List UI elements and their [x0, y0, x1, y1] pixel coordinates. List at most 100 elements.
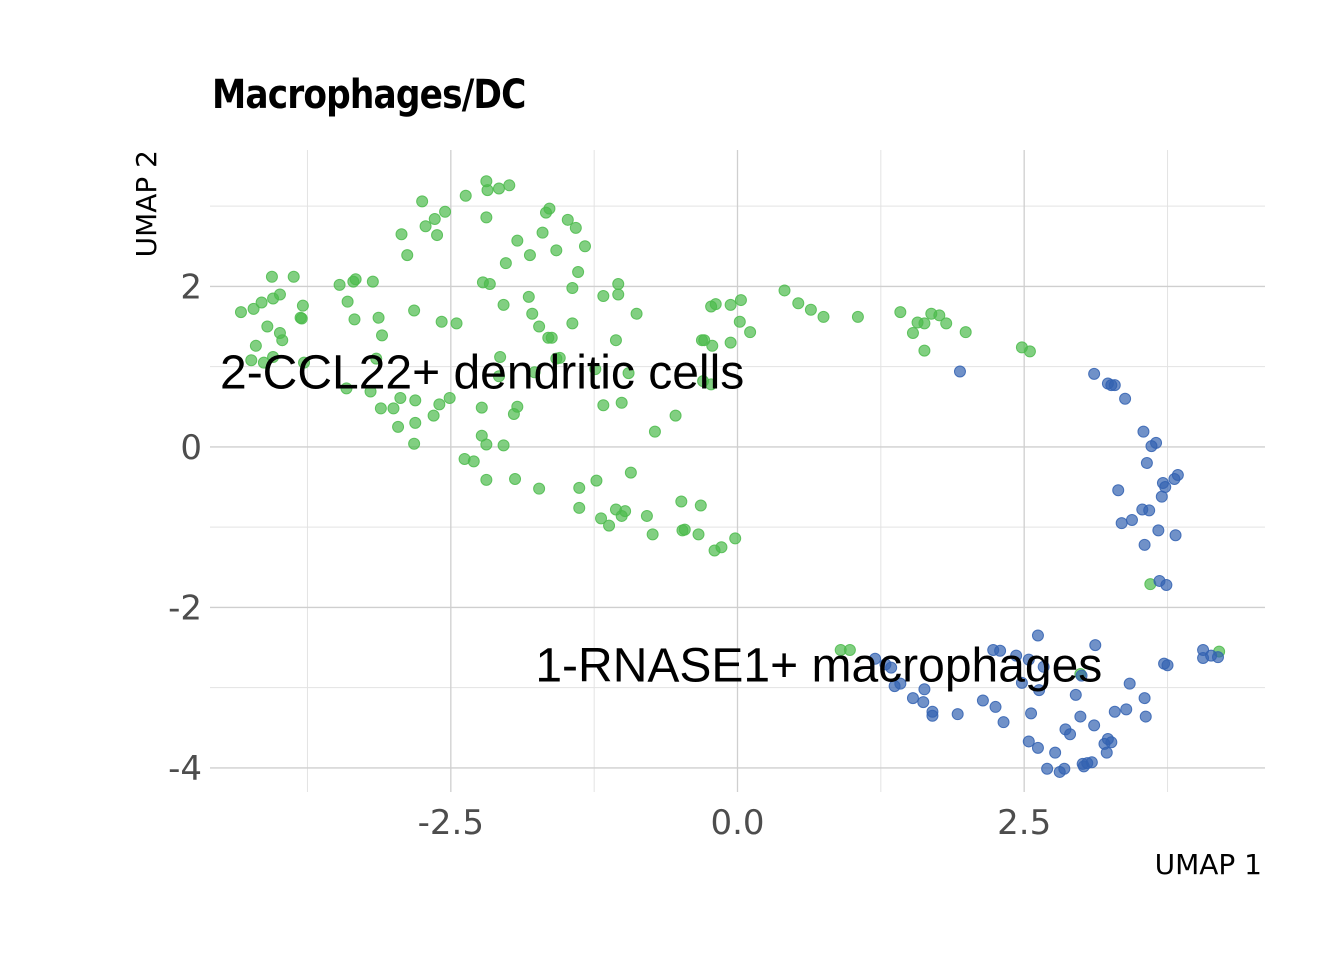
data-point: [507, 408, 520, 421]
data-point: [492, 182, 505, 195]
data-point: [804, 303, 817, 316]
data-point: [1058, 762, 1071, 775]
data-point: [523, 249, 536, 262]
data-point: [376, 329, 389, 342]
data-points: [234, 175, 1226, 778]
y-tick-label: -2: [168, 588, 202, 628]
data-point: [428, 213, 441, 226]
data-point: [234, 306, 247, 319]
data-point: [273, 288, 286, 301]
data-point: [374, 402, 387, 415]
data-point: [1074, 710, 1087, 723]
x-tick-label: -2.5: [418, 803, 484, 843]
y-tick-label: 2: [180, 267, 202, 307]
tick-labels: -2.5 0.0 2.5 -4 -2 0 2: [168, 267, 1051, 843]
data-point: [917, 696, 930, 709]
data-point: [595, 512, 608, 525]
data-point: [669, 409, 682, 422]
data-point: [1138, 538, 1151, 551]
data-point: [630, 307, 643, 320]
data-point: [255, 296, 268, 309]
data-point: [533, 482, 546, 495]
data-point: [1115, 517, 1128, 530]
y-tick-label: 0: [180, 428, 202, 468]
data-point: [578, 240, 591, 253]
data-point: [906, 326, 919, 339]
data-point: [894, 306, 907, 319]
data-point: [569, 221, 582, 234]
data-point: [483, 278, 496, 291]
data-point: [933, 309, 946, 322]
data-point: [734, 294, 747, 307]
data-point: [573, 501, 586, 514]
data-point: [298, 356, 311, 369]
data-point: [778, 284, 791, 297]
data-point: [276, 334, 289, 347]
data-point: [267, 351, 280, 364]
data-point: [989, 700, 1002, 713]
data-point: [480, 211, 493, 224]
data-point: [450, 317, 463, 330]
data-point: [676, 524, 689, 537]
data-point: [843, 643, 856, 656]
data-point: [475, 401, 488, 414]
cluster-annotations: 2-CCL22+ dendritic cells 1-RNASE1+ macrop…: [220, 347, 1102, 693]
data-point: [792, 297, 805, 310]
data-point: [543, 202, 556, 215]
data-point: [394, 391, 407, 404]
data-point: [533, 320, 546, 333]
data-point: [1119, 392, 1132, 405]
data-point: [1022, 653, 1035, 666]
data-point: [481, 184, 494, 197]
data-point: [615, 396, 628, 409]
data-point: [817, 310, 830, 323]
data-point: [1211, 651, 1224, 664]
data-point: [709, 298, 722, 311]
data-point: [499, 257, 512, 270]
data-point: [392, 420, 405, 433]
data-point: [1059, 723, 1072, 736]
data-point: [245, 354, 258, 367]
data-point: [528, 366, 541, 379]
data-point: [409, 394, 422, 407]
data-point: [509, 473, 522, 486]
data-point: [589, 363, 602, 376]
data-point: [959, 326, 972, 339]
data-point: [458, 452, 471, 465]
data-point: [1088, 367, 1101, 380]
data-point: [698, 334, 711, 347]
data-point: [511, 234, 524, 247]
data-point: [395, 228, 408, 241]
data-point: [1138, 692, 1151, 705]
data-point: [1098, 737, 1111, 750]
data-point: [1023, 345, 1036, 358]
data-point: [561, 213, 574, 226]
data-point: [869, 652, 882, 665]
data-point: [553, 351, 566, 364]
data-point: [1143, 504, 1156, 517]
data-point: [370, 352, 383, 365]
data-point: [1120, 703, 1133, 716]
data-point: [433, 398, 446, 411]
data-point: [522, 290, 535, 303]
data-point: [994, 644, 1007, 657]
data-point: [851, 310, 864, 323]
data-point: [624, 466, 637, 479]
data-point: [885, 661, 898, 674]
data-point: [497, 298, 510, 311]
data-point: [526, 307, 539, 320]
x-axis-label: UMAP 1: [1155, 848, 1262, 881]
data-point: [1140, 456, 1153, 469]
data-point: [435, 315, 448, 328]
data-point: [1025, 707, 1038, 720]
data-point: [536, 226, 549, 239]
data-point: [296, 299, 309, 312]
data-point: [1108, 379, 1121, 392]
data-point: [918, 344, 931, 357]
data-point: [503, 179, 516, 192]
data-point: [729, 532, 742, 545]
data-point: [1022, 735, 1035, 748]
data-point: [706, 339, 719, 352]
data-point: [247, 302, 260, 315]
